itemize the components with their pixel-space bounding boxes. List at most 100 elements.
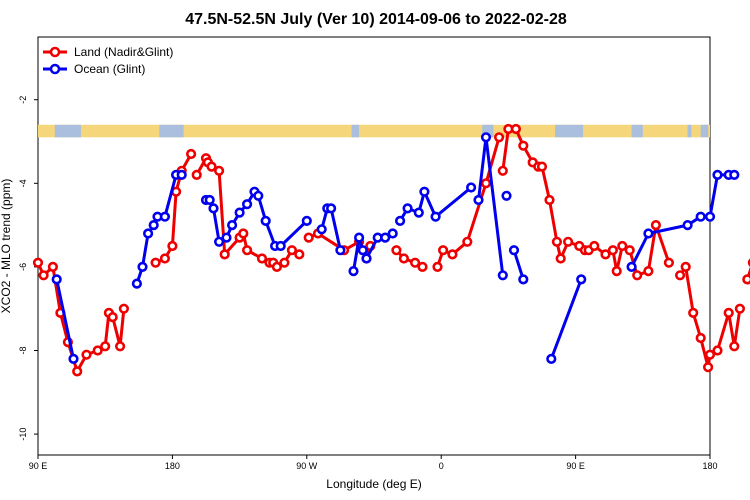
data-point-land bbox=[114, 341, 126, 352]
x-tick-label: 90 W bbox=[296, 461, 318, 471]
data-point-land bbox=[555, 253, 566, 264]
ocean-band-span-3 bbox=[482, 124, 494, 138]
series-line-ocean bbox=[512, 249, 525, 280]
ocean-band-span-4 bbox=[555, 124, 584, 138]
series-line-ocean bbox=[549, 278, 583, 360]
data-point-land bbox=[480, 178, 492, 189]
data-point-ocean bbox=[335, 245, 346, 256]
data-point-ocean bbox=[704, 211, 716, 222]
data-point-land bbox=[206, 161, 217, 172]
data-point-land bbox=[32, 257, 44, 268]
data-point-ocean bbox=[176, 169, 187, 180]
data-point-land bbox=[674, 270, 686, 281]
data-point-land bbox=[159, 253, 170, 264]
plot-frame bbox=[37, 36, 711, 456]
legend-ocean-label: Ocean (Glint) bbox=[74, 62, 145, 76]
data-point-ocean bbox=[361, 253, 372, 264]
data-point-land bbox=[150, 257, 161, 268]
data-point-land bbox=[81, 349, 92, 360]
x-tick-label: 0 bbox=[439, 461, 444, 471]
data-point-ocean bbox=[131, 278, 142, 289]
data-point-land bbox=[417, 261, 428, 273]
legend-ocean-marker bbox=[49, 63, 61, 75]
data-point-land bbox=[680, 261, 691, 273]
data-point-land bbox=[92, 345, 103, 356]
data-point-land bbox=[242, 245, 253, 256]
data-point-land bbox=[238, 228, 249, 239]
series-line-ocean bbox=[477, 135, 505, 276]
data-point-ocean bbox=[387, 228, 398, 239]
data-point-land bbox=[742, 274, 750, 285]
data-point-land bbox=[256, 253, 268, 264]
data-point-land bbox=[214, 165, 225, 176]
data-point-land bbox=[271, 261, 283, 273]
data-point-ocean bbox=[395, 215, 406, 226]
series-line-ocean bbox=[630, 173, 735, 268]
data-point-land bbox=[100, 341, 111, 352]
data-point-land bbox=[536, 161, 548, 172]
data-point-ocean bbox=[234, 207, 245, 218]
y-tick-label: -10 bbox=[18, 428, 28, 441]
data-point-ocean bbox=[208, 203, 219, 214]
data-point-land bbox=[391, 245, 402, 256]
data-point-ocean bbox=[480, 132, 492, 143]
data-point-land bbox=[186, 148, 197, 160]
ocean-band-span-2 bbox=[351, 124, 360, 138]
series-line-land bbox=[501, 127, 586, 260]
ocean-band-span-0 bbox=[54, 124, 81, 138]
data-point-ocean bbox=[316, 224, 327, 235]
data-point-land bbox=[544, 194, 555, 206]
data-point-land bbox=[663, 257, 675, 268]
data-point-ocean bbox=[419, 186, 430, 197]
y-tick-label: -6 bbox=[18, 263, 28, 271]
data-point-land bbox=[632, 270, 643, 281]
data-point-ocean bbox=[68, 353, 79, 365]
y-tick-label: -8 bbox=[18, 346, 28, 354]
data-point-ocean bbox=[357, 245, 368, 256]
data-point-ocean bbox=[221, 232, 232, 243]
data-point-ocean bbox=[643, 228, 654, 239]
series-line-land bbox=[678, 265, 742, 369]
series-layer bbox=[32, 123, 750, 377]
data-point-land bbox=[462, 236, 473, 247]
data-point-ocean bbox=[354, 232, 365, 243]
data-point-ocean bbox=[242, 199, 253, 210]
data-point-ocean bbox=[380, 232, 391, 243]
data-point-land bbox=[611, 266, 622, 277]
x-tick-label: 90 E bbox=[29, 461, 48, 471]
data-point-ocean bbox=[729, 169, 740, 180]
data-point-land bbox=[303, 232, 314, 243]
data-point-ocean bbox=[143, 228, 154, 239]
y-axis-label: XCO2 - MLO trend (ppm) bbox=[0, 179, 13, 314]
data-point-land bbox=[447, 249, 458, 260]
data-point-land bbox=[438, 245, 449, 256]
data-point-ocean bbox=[576, 274, 587, 285]
x-tick-label: 180 bbox=[702, 461, 717, 471]
data-point-land bbox=[47, 261, 59, 273]
data-point-ocean bbox=[260, 215, 271, 226]
data-point-ocean bbox=[148, 220, 159, 231]
data-point-ocean bbox=[518, 274, 529, 285]
data-point-ocean bbox=[137, 261, 148, 273]
data-point-ocean bbox=[301, 215, 312, 226]
data-point-ocean bbox=[159, 211, 170, 222]
ocean-band-span-7 bbox=[700, 124, 709, 138]
data-point-land bbox=[510, 123, 522, 135]
legend-land-label: Land (Nadir&Glint) bbox=[74, 45, 173, 59]
data-point-ocean bbox=[682, 220, 693, 231]
chart-title: 47.5N-52.5N July (Ver 10) 2014-09-06 to … bbox=[185, 11, 567, 28]
land-ocean-band bbox=[38, 124, 710, 138]
data-point-land bbox=[518, 140, 529, 151]
data-point-land bbox=[398, 253, 410, 264]
ocean-band-span-5 bbox=[631, 124, 643, 138]
data-point-ocean bbox=[473, 194, 484, 206]
data-point-ocean bbox=[497, 270, 508, 281]
series-ocean bbox=[51, 132, 740, 365]
data-point-land bbox=[279, 257, 290, 268]
ocean-band-span-6 bbox=[687, 124, 692, 138]
data-point-ocean bbox=[51, 274, 62, 285]
data-point-ocean bbox=[348, 266, 359, 277]
legend: Land (Nadir&Glint) Ocean (Glint) bbox=[43, 45, 173, 76]
data-point-ocean bbox=[430, 211, 441, 222]
